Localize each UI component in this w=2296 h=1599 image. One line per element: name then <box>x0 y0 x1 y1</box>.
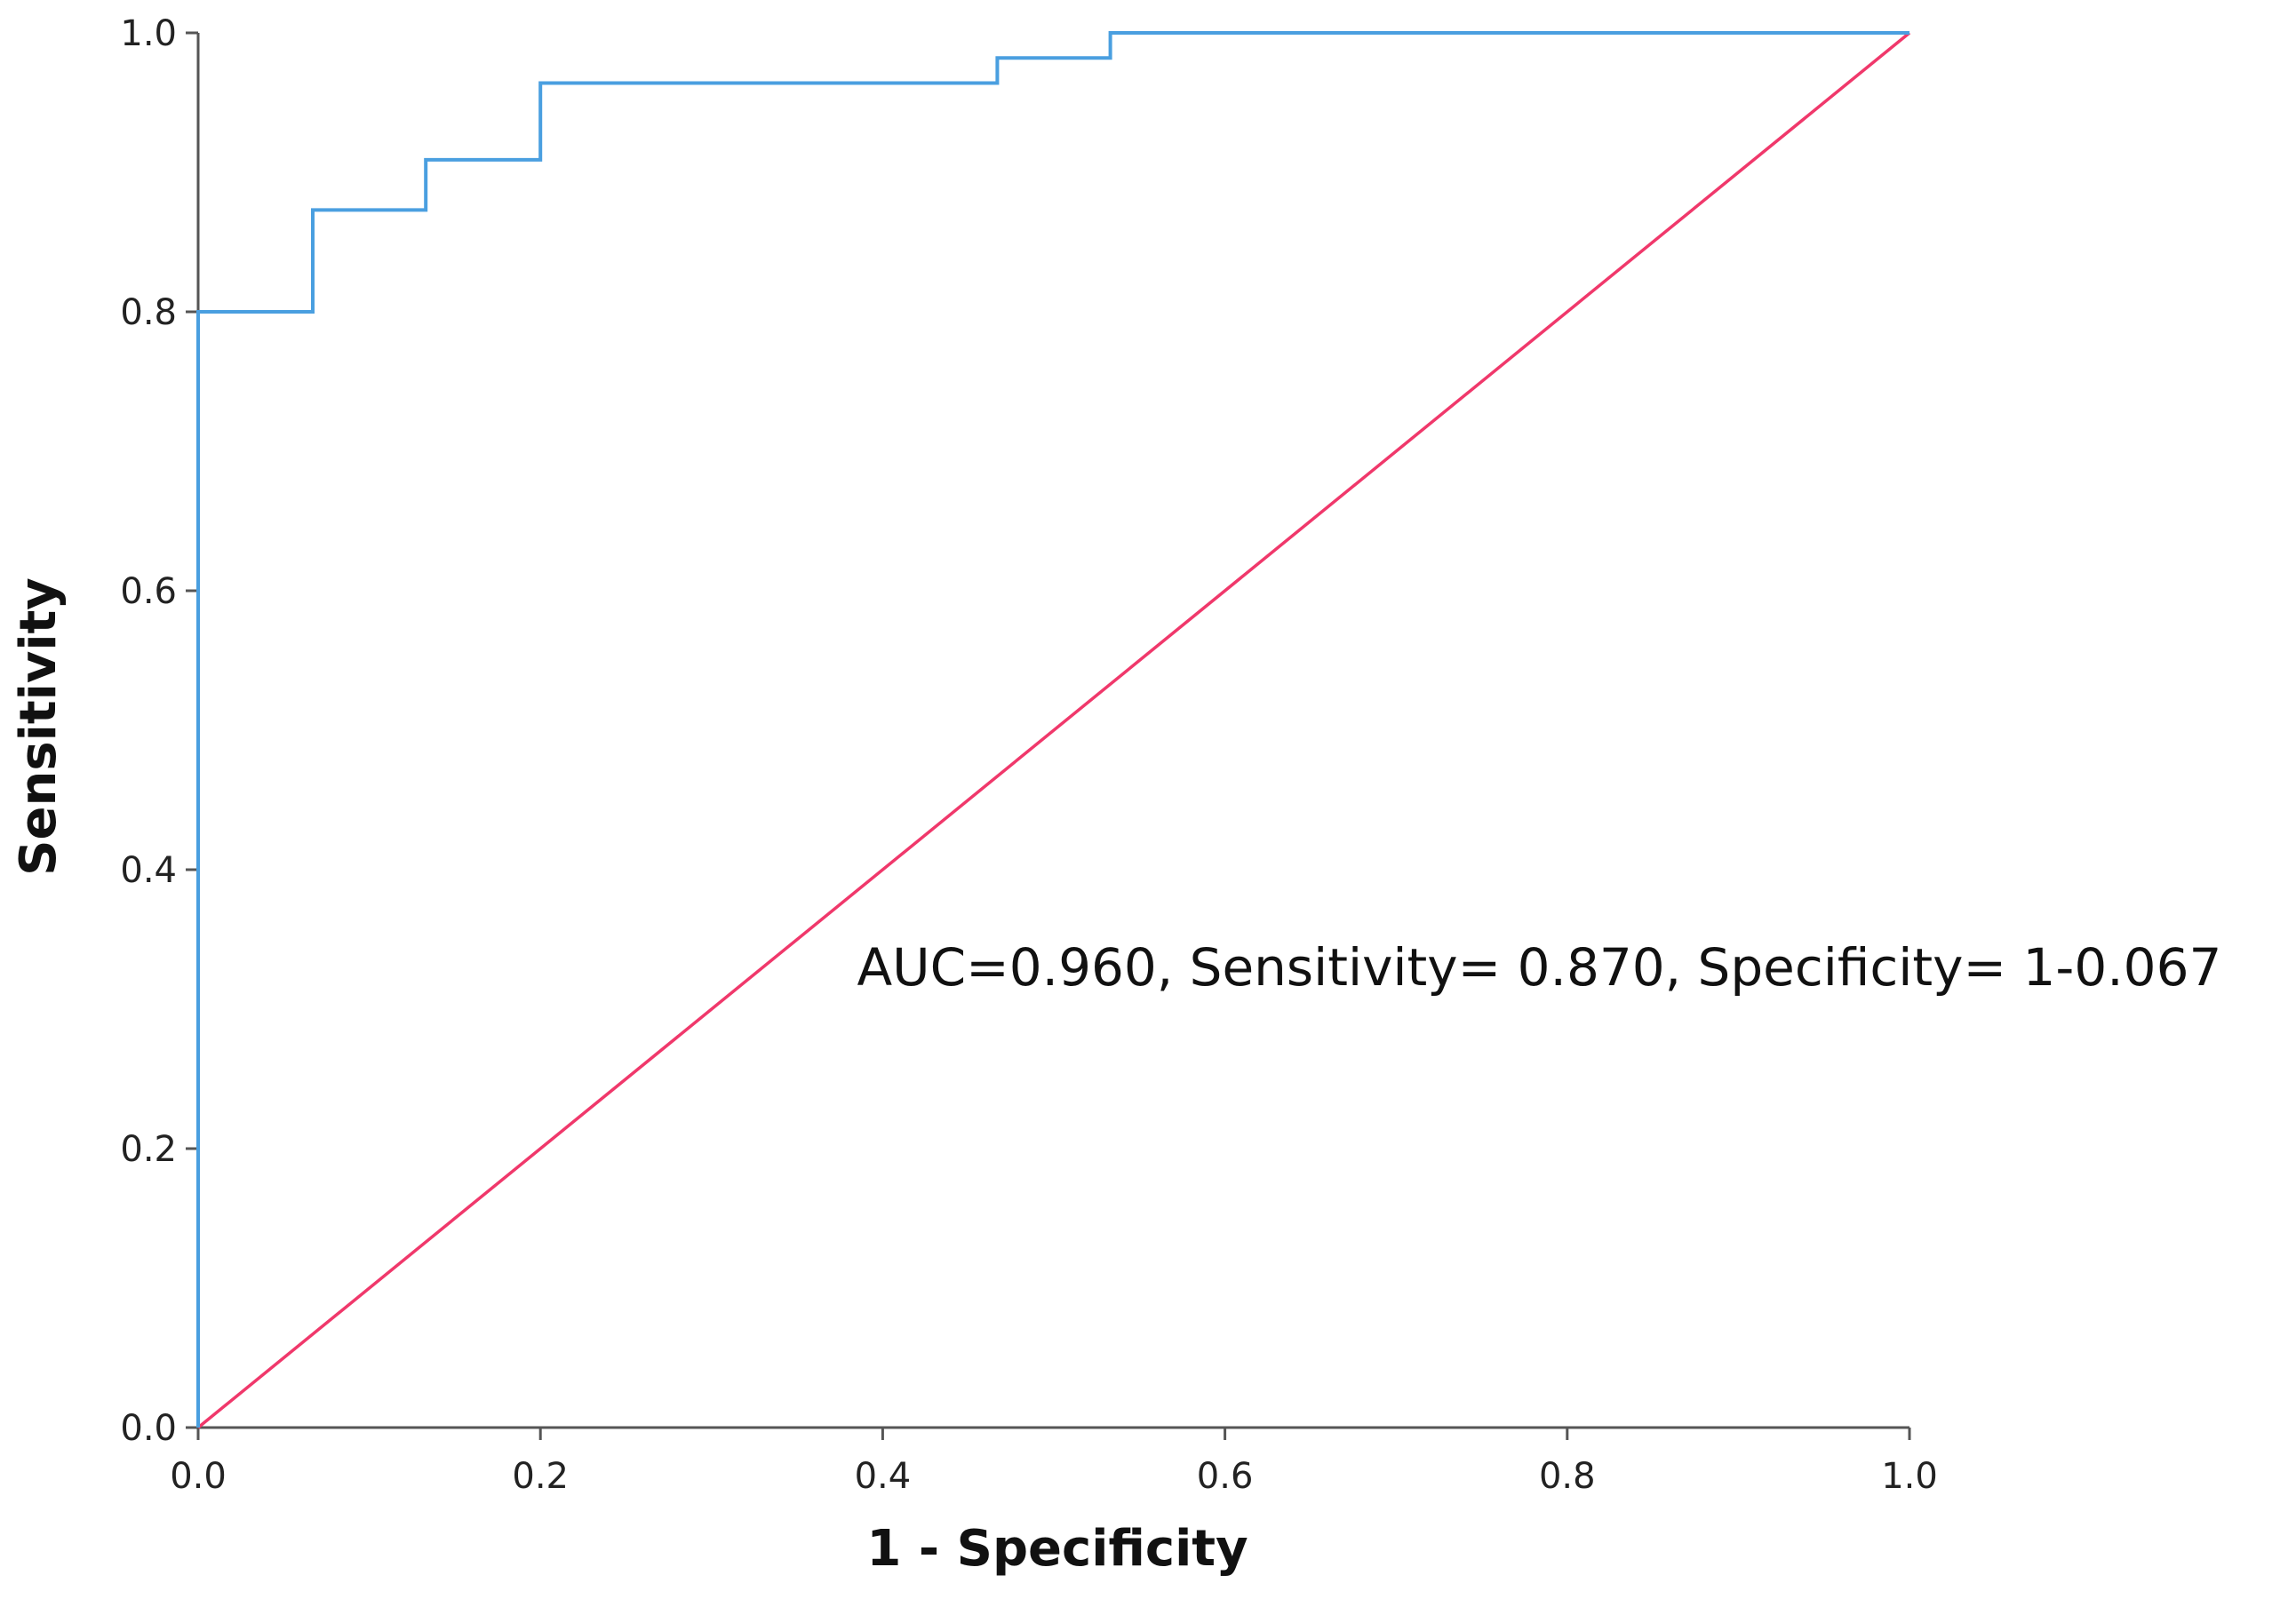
y-tick-label: 0.2 <box>120 1129 177 1170</box>
y-axis-ticks: 0.0 0.2 0.4 0.6 0.8 1.0 <box>120 13 198 1449</box>
x-tick-label: 1.0 <box>1881 1456 1938 1497</box>
x-axis-ticks: 0.0 0.2 0.4 0.6 0.8 1.0 <box>170 1428 1938 1497</box>
x-tick-label: 0.4 <box>855 1456 912 1497</box>
y-tick-label: 0.4 <box>120 850 177 891</box>
y-axis-title: Sensitivity <box>10 577 68 876</box>
x-tick-label: 0.2 <box>512 1456 569 1497</box>
roc-curve <box>196 31 1909 1428</box>
x-tick-label: 0.0 <box>170 1456 227 1497</box>
y-tick-label: 0.0 <box>120 1408 177 1449</box>
x-tick-label: 0.6 <box>1197 1456 1254 1497</box>
auc-annotation: AUC=0.960, Sensitivity= 0.870, Specifici… <box>857 937 2222 998</box>
x-tick-label: 0.8 <box>1539 1456 1596 1497</box>
y-tick-label: 1.0 <box>120 13 177 54</box>
y-tick-label: 0.6 <box>120 571 177 612</box>
annotation-layer: AUC=0.960, Sensitivity= 0.870, Specifici… <box>857 937 2222 998</box>
y-tick-label: 0.8 <box>120 292 177 333</box>
reference-line <box>196 31 1911 1429</box>
series-layer <box>196 31 1911 1429</box>
x-axis-title: 1 - Specificity <box>866 1520 1248 1578</box>
